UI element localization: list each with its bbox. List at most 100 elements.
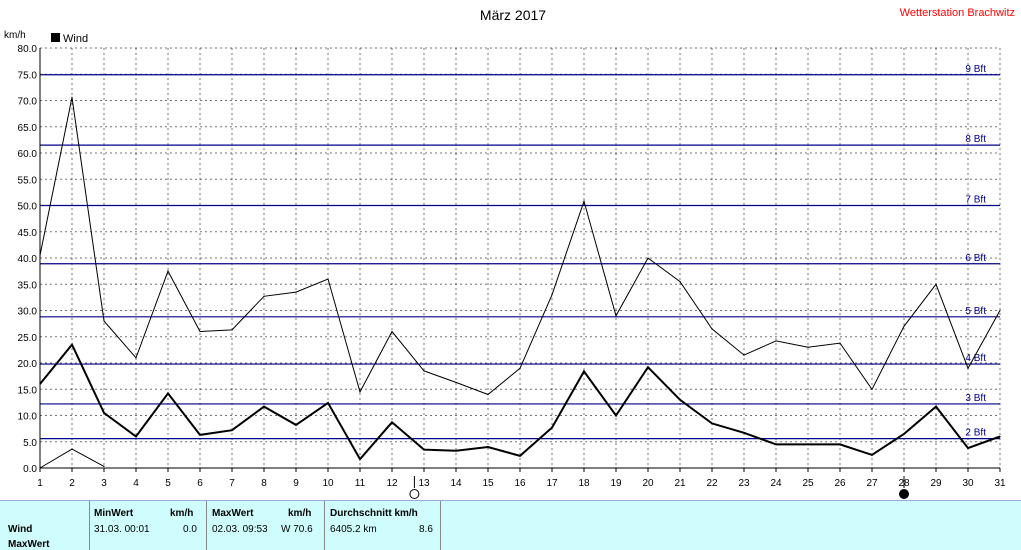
- data-point: [103, 320, 105, 322]
- y-tick-label: 55.0: [18, 175, 38, 186]
- beaufort-label: 4 Bft: [965, 353, 986, 364]
- station-name: Wetterstation Brachwitz: [900, 7, 1015, 19]
- y-tick-label: 0.0: [23, 464, 37, 475]
- min-value: 0.0: [183, 524, 197, 535]
- x-tick-label: 16: [514, 478, 526, 489]
- x-tick-label: 12: [386, 478, 398, 489]
- x-tick-label: 3: [101, 478, 107, 489]
- max-header: MaxWert: [212, 508, 254, 519]
- data-point: [615, 315, 617, 317]
- legend-label: Wind: [63, 33, 88, 45]
- data-point: [71, 344, 73, 346]
- min-header: MinWert: [94, 508, 134, 519]
- legend-swatch: [51, 33, 60, 42]
- x-tick-label: 11: [355, 478, 366, 489]
- beaufort-label: 3 Bft: [965, 393, 986, 404]
- avg-header: Durchschnitt km/h: [330, 508, 418, 519]
- y-tick-label: 30.0: [18, 307, 38, 318]
- data-point: [487, 446, 489, 448]
- x-tick-label: 13: [418, 478, 430, 489]
- data-point: [839, 443, 841, 445]
- beaufort-lines: 2 Bft 3 Bft 4 Bft 5 Bft 6 Bft 7 Bft 8 Bft 9 Bft: [40, 64, 1000, 440]
- y-tick-label: 45.0: [18, 228, 38, 239]
- data-point: [743, 354, 745, 356]
- beaufort-label: 9 Bft: [965, 64, 986, 75]
- avg-distance: 6405.2 km: [330, 524, 377, 535]
- x-tick-label: 1: [37, 478, 43, 489]
- data-point: [519, 367, 521, 369]
- data-point: [327, 402, 329, 404]
- x-tick-label: 21: [674, 478, 686, 489]
- data-point: [455, 450, 457, 452]
- moon-markers: [409, 476, 909, 499]
- data-point: [711, 328, 713, 330]
- data-point: [871, 454, 873, 456]
- y-tick-label: 5.0: [23, 438, 37, 449]
- data-point: [711, 422, 713, 424]
- y-tick-label: 10.0: [18, 412, 38, 423]
- data-point: [71, 96, 73, 98]
- data-point: [903, 433, 905, 435]
- x-tick-label: 9: [293, 478, 299, 489]
- x-tick-label: 30: [962, 478, 974, 489]
- data-point: [103, 465, 105, 468]
- data-point: [647, 366, 649, 368]
- row-label-maxwert: MaxWert: [8, 539, 50, 550]
- y-tick-label: 35.0: [18, 280, 38, 291]
- data-point: [967, 447, 969, 449]
- new-moon-icon: [899, 489, 909, 499]
- chart-title: März 2017: [480, 7, 546, 23]
- data-point: [167, 392, 169, 395]
- series-group: [39, 96, 1001, 469]
- x-tick-label: 4: [133, 478, 139, 489]
- beaufort-label: 7 Bft: [965, 195, 986, 206]
- data-point: [935, 405, 937, 408]
- data-point: [71, 448, 73, 450]
- data-point: [263, 295, 265, 297]
- data-point: [775, 340, 777, 342]
- data-point: [807, 346, 809, 348]
- data-point: [551, 426, 553, 429]
- data-point: [807, 443, 809, 445]
- data-point: [135, 435, 137, 438]
- avg-value: 8.6: [419, 524, 433, 535]
- data-point: [359, 391, 361, 393]
- x-tick-label: 2: [69, 478, 75, 489]
- data-point: [903, 325, 905, 327]
- data-point: [423, 449, 425, 451]
- data-point: [455, 381, 457, 384]
- x-tick-label: 14: [450, 478, 462, 489]
- wind-chart: 2 Bft 3 Bft 4 Bft 5 Bft 6 Bft 7 Bft 8 Bft 9 Bft…: [4, 7, 1015, 499]
- data-point: [231, 429, 233, 431]
- data-point: [391, 421, 393, 423]
- x-tick-label: 31: [994, 478, 1006, 489]
- data-point: [999, 309, 1001, 312]
- x-tick-label: 15: [482, 478, 494, 489]
- beaufort-label: 6 Bft: [965, 253, 986, 264]
- y-tick-label: 50.0: [18, 202, 38, 213]
- y-tick-label: 70.0: [18, 97, 38, 108]
- data-point: [775, 443, 777, 445]
- min-unit: km/h: [170, 508, 194, 519]
- data-point: [359, 458, 361, 460]
- beaufort-label: 5 Bft: [965, 306, 986, 317]
- x-tick-label: 18: [578, 478, 590, 489]
- axes: 0.0 5.0 10.0 15.0 20.0 25.0 30.0 35.0 40.0 45.0 50…: [18, 44, 1006, 489]
- divider: [89, 501, 90, 550]
- data-point: [327, 278, 329, 280]
- data-point: [935, 283, 937, 285]
- data-point: [679, 281, 681, 283]
- x-tick-label: 5: [165, 478, 171, 489]
- x-tick-label: 19: [610, 478, 622, 489]
- min-datetime: 31.03. 00:01: [94, 524, 150, 535]
- data-point: [551, 294, 553, 296]
- y-tick-label: 60.0: [18, 149, 38, 160]
- stats-panel: Wind MaxWert MinWert km/h 31.03. 00:01 0…: [0, 500, 1021, 550]
- data-point: [199, 330, 201, 333]
- data-point: [263, 405, 265, 408]
- data-point: [135, 357, 137, 359]
- data-point: [487, 393, 489, 396]
- data-point: [679, 399, 681, 401]
- x-tick-label: 20: [642, 478, 654, 489]
- data-point: [839, 342, 841, 344]
